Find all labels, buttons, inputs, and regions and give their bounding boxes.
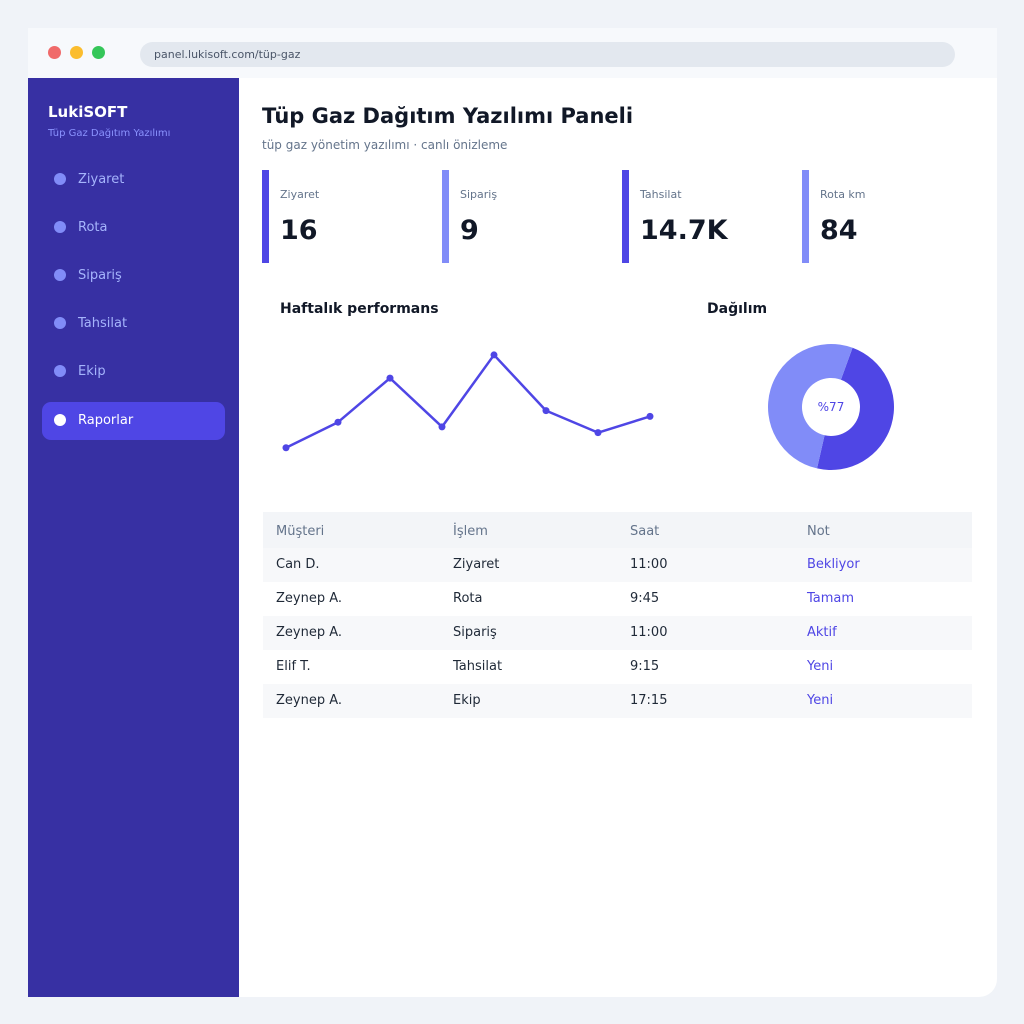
stat-label: Rota km [820, 188, 866, 201]
page-title: Tüp Gaz Dağıtım Yazılımı Paneli [262, 104, 634, 128]
browser-titlebar: panel.lukisoft.com/tüp-gaz [28, 28, 997, 78]
address-bar[interactable]: panel.lukisoft.com/tüp-gaz [140, 42, 955, 67]
data-point [594, 429, 602, 437]
sidebar-item-ekip[interactable]: Ekip [42, 353, 225, 391]
column-header[interactable]: Not [807, 524, 830, 539]
stat-card-tahsilat: Tahsilat 14.7K [622, 170, 792, 263]
data-point [646, 412, 654, 420]
stat-label: Ziyaret [280, 188, 320, 201]
action-cell: Ekip [453, 693, 481, 708]
status-badge: Yeni [807, 693, 834, 708]
stat-value: 84 [820, 215, 858, 246]
table-row[interactable]: Zeynep A. Sipariş 11:00 Aktif [263, 616, 972, 650]
customer-cell: Elif T. [276, 659, 311, 674]
sidebar-item-raporlar[interactable]: Raporlar [42, 402, 225, 440]
nav-dot-icon [54, 365, 66, 377]
column-header[interactable]: Saat [630, 524, 660, 539]
stat-accent-bar [802, 170, 809, 263]
table-header-row: Müşteri İşlem Saat Not [263, 512, 972, 548]
stat-card-rota-km: Rota km 84 [802, 170, 972, 263]
customer-cell: Zeynep A. [276, 591, 343, 606]
action-cell: Ziyaret [453, 557, 500, 572]
table-row[interactable]: Can D. Ziyaret 11:00 Bekliyor [263, 548, 972, 582]
stat-label: Tahsilat [640, 188, 682, 201]
nav-dot-icon [54, 173, 66, 185]
customer-cell: Zeynep A. [276, 693, 343, 708]
stat-card-ziyaret: Ziyaret 16 [262, 170, 432, 263]
column-header[interactable]: İşlem [453, 524, 488, 539]
action-cell: Tahsilat [453, 659, 503, 674]
main-content: Tüp Gaz Dağıtım Yazılımı Paneli tüp gaz … [239, 78, 997, 997]
time-cell: 9:15 [630, 659, 660, 674]
time-cell: 11:00 [630, 557, 668, 572]
brand-tagline: Tüp Gaz Dağıtım Yazılımı [48, 128, 171, 139]
weekly-performance-chart [282, 351, 654, 452]
stat-accent-bar [622, 170, 629, 263]
nav-dot-icon [54, 221, 66, 233]
distribution-donut-chart: %77 [768, 344, 895, 470]
sidebar-item-siparis[interactable]: Sipariş [42, 257, 225, 295]
action-cell: Rota [453, 591, 483, 606]
app-window: panel.lukisoft.com/tüp-gaz LukiSOFT Tüp … [28, 28, 997, 997]
donut-center-label: %77 [818, 400, 845, 414]
stat-accent-bar [442, 170, 449, 263]
sidebar-item-tahsilat[interactable]: Tahsilat [42, 305, 225, 343]
donut-chart-title: Dağılım [707, 301, 768, 317]
table-row[interactable]: Zeynep A. Rota 9:45 Tamam [263, 582, 972, 616]
nav-dot-icon [54, 269, 66, 281]
stat-label: Sipariş [460, 188, 498, 201]
time-cell: 11:00 [630, 625, 668, 640]
data-point [386, 374, 394, 382]
stat-card-siparis: Sipariş 9 [442, 170, 612, 263]
donut-slice [768, 344, 853, 469]
donut-slice [817, 347, 895, 470]
nav-dot-icon [54, 317, 66, 329]
data-point [542, 407, 550, 415]
series-line [285, 353, 651, 449]
time-cell: 17:15 [630, 693, 668, 708]
data-point [490, 351, 498, 359]
stat-value: 16 [280, 215, 318, 246]
table-row[interactable]: Zeynep A. Ekip 17:15 Yeni [263, 684, 972, 718]
sidebar-item-label: Rota [78, 220, 108, 235]
data-point [334, 418, 342, 426]
line-chart-title: Haftalık performans [280, 301, 439, 317]
stat-accent-bar [262, 170, 269, 263]
minimize-window-button[interactable] [70, 46, 83, 59]
stat-value: 14.7K [640, 215, 728, 246]
status-badge: Yeni [807, 659, 834, 674]
time-cell: 9:45 [630, 591, 660, 606]
customer-cell: Zeynep A. [276, 625, 343, 640]
sidebar-item-ziyaret[interactable]: Ziyaret [42, 161, 225, 199]
close-window-button[interactable] [48, 46, 61, 59]
column-header[interactable]: Müşteri [276, 524, 325, 539]
status-badge: Aktif [807, 625, 837, 640]
nav-dot-icon [54, 414, 66, 426]
status-badge: Bekliyor [807, 557, 860, 572]
sidebar-item-label: Sipariş [78, 268, 122, 283]
sidebar-item-label: Ekip [78, 364, 106, 379]
sidebar-item-label: Ziyaret [78, 172, 125, 187]
status-badge: Tamam [807, 591, 855, 606]
sidebar: LukiSOFT Tüp Gaz Dağıtım Yazılımı Ziyare… [28, 78, 239, 997]
activity-table: Müşteri İşlem Saat Not Can D. Ziyaret 11… [263, 512, 972, 718]
page-subtitle: tüp gaz yönetim yazılımı · canlı önizlem… [262, 138, 508, 152]
data-point [438, 423, 446, 431]
customer-cell: Can D. [276, 557, 320, 572]
sidebar-item-rota[interactable]: Rota [42, 209, 225, 247]
stat-value: 9 [460, 215, 479, 246]
maximize-window-button[interactable] [92, 46, 105, 59]
table-row[interactable]: Elif T. Tahsilat 9:15 Yeni [263, 650, 972, 684]
brand-name: LukiSOFT [48, 103, 128, 121]
sidebar-item-label: Raporlar [78, 413, 134, 428]
data-point [282, 444, 290, 452]
sidebar-item-label: Tahsilat [78, 316, 128, 331]
action-cell: Sipariş [453, 625, 497, 640]
